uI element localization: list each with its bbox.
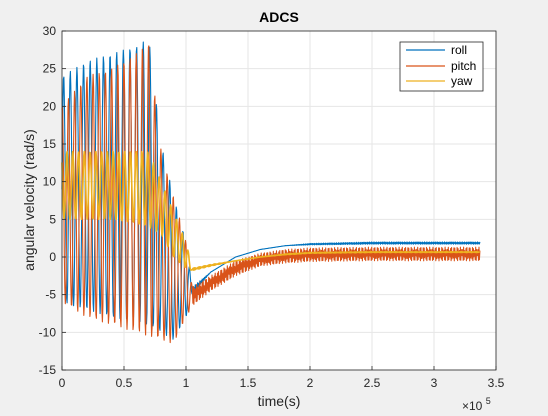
legend-label-roll: roll [451,43,467,57]
series-line-yaw [61,150,481,271]
chart-title: ADCS [259,9,299,25]
y-tick-label: 5 [49,212,56,226]
y-tick-label: -15 [39,363,57,377]
tick-labels: 0 0.5 1 1.5 2 2.5 3 3.5 -15 -10 -5 0 5 10 15 20 25 30 [39,24,505,390]
x-exponent-power: 5 [486,396,491,406]
legend-label-yaw: yaw [451,74,473,88]
legend-label-pitch: pitch [451,59,476,73]
x-tick-label: 1.5 [240,376,257,390]
y-tick-label: -5 [45,288,56,302]
y-tick-label: 15 [43,137,57,151]
y-tick-label: 0 [49,250,56,264]
x-tick-label: 1 [183,376,190,390]
x-axis-label: time(s) [258,393,301,409]
y-tick-label: 20 [43,99,57,113]
plot-frame [61,30,497,371]
ticks [61,30,497,371]
y-tick-label: -10 [39,325,57,339]
x-tick-label: 3.5 [488,376,505,390]
x-tick-label: 0.5 [116,376,133,390]
y-tick-label: 10 [43,175,57,189]
x-tick-label: 2.5 [364,376,381,390]
x-exponent-label: ×10 5 [462,396,491,413]
y-tick-label: 30 [43,24,57,38]
y-axis-label: angular velocity (rad/s) [21,129,37,271]
data-layer [61,41,481,344]
x-tick-label: 3 [431,376,438,390]
x-tick-label: 0 [59,376,66,390]
x-tick-label: 2 [307,376,314,390]
x-exponent-base: ×10 [462,399,483,413]
y-tick-label: 25 [43,62,57,76]
legend[interactable]: roll pitch yaw [399,41,484,92]
